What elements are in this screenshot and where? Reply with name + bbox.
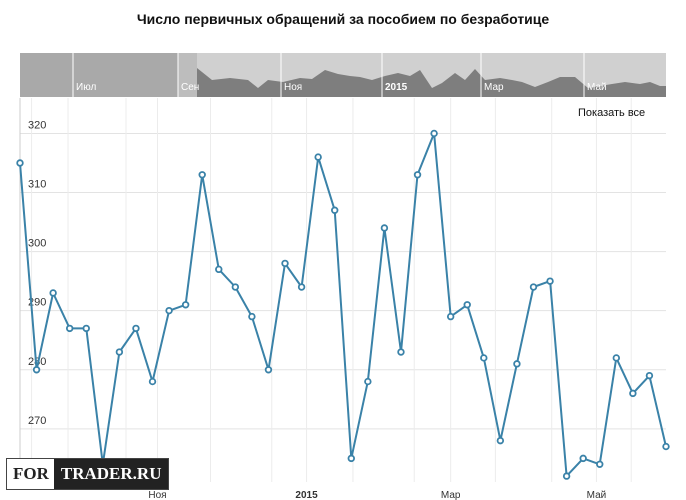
data-point[interactable] [612, 354, 621, 362]
navigator[interactable]: Июл Сен Ноя 2015 Мар Май [20, 53, 666, 97]
navigator-handle[interactable] [178, 53, 197, 97]
navigator-label: Сен [181, 82, 199, 93]
data-point[interactable] [82, 324, 90, 333]
data-point[interactable] [181, 301, 190, 309]
data-point[interactable] [347, 454, 355, 463]
data-point[interactable] [446, 312, 455, 321]
data-point[interactable] [480, 354, 488, 362]
data-point[interactable] [314, 153, 322, 161]
chart-title: Число первичных обращений за пособием по… [136, 11, 550, 27]
watermark-logo: FOR TRADER.RU [6, 458, 170, 490]
x-axis: Ноя 2015 Мар Май [148, 490, 606, 500]
watermark-right: TRADER.RU [53, 459, 169, 489]
data-point[interactable] [529, 283, 538, 291]
data-point[interactable] [49, 289, 57, 297]
navigator-label: 2015 [385, 82, 408, 93]
y-tick-label: 300 [28, 238, 46, 250]
y-tick-label: 290 [28, 297, 46, 309]
data-point[interactable] [215, 265, 223, 274]
data-point[interactable] [496, 436, 505, 445]
x-tick-label: 2015 [295, 490, 318, 500]
data-point[interactable] [331, 206, 339, 214]
x-tick-label: Май [587, 490, 607, 500]
series-line [16, 129, 670, 480]
data-point[interactable] [562, 472, 571, 480]
data-point[interactable] [513, 360, 521, 368]
data-point[interactable] [281, 259, 289, 268]
data-point[interactable] [546, 277, 554, 285]
y-axis: 270 280 290 300 310 320 [28, 119, 46, 426]
navigator-series-area [197, 68, 666, 97]
y-tick-label: 280 [28, 356, 46, 368]
x-tick-label: Ноя [148, 490, 166, 500]
data-point[interactable] [397, 348, 405, 356]
data-point[interactable] [596, 460, 604, 468]
y-tick-label: 270 [28, 415, 46, 427]
data-point[interactable] [148, 377, 157, 386]
data-point[interactable] [115, 348, 124, 356]
series-path [19, 132, 667, 478]
data-point[interactable] [629, 389, 637, 398]
data-point[interactable] [198, 171, 206, 179]
x-tick-label: Мар [441, 490, 461, 500]
y-tick-label: 310 [28, 179, 46, 191]
data-point[interactable] [297, 283, 306, 291]
show-all-button[interactable]: Показать все [578, 107, 645, 119]
data-point[interactable] [248, 312, 256, 321]
data-point[interactable] [430, 129, 438, 138]
data-point[interactable] [132, 324, 140, 333]
navigator-label: Июл [76, 82, 96, 93]
data-point[interactable] [165, 306, 173, 315]
data-point[interactable] [463, 301, 471, 309]
navigator-mask-left [20, 53, 197, 97]
data-point[interactable] [645, 371, 654, 380]
navigator-label: Май [587, 82, 607, 93]
data-point[interactable] [264, 366, 273, 374]
data-point[interactable] [32, 366, 41, 374]
data-point[interactable] [413, 171, 422, 179]
watermark-left: FOR [7, 459, 54, 489]
data-point[interactable] [16, 159, 24, 167]
data-point[interactable] [662, 442, 670, 451]
gridlines [19, 98, 666, 482]
navigator-label: Мар [484, 82, 504, 93]
y-tick-label: 320 [28, 119, 46, 131]
navigator-label: Ноя [284, 82, 302, 93]
data-point[interactable] [380, 224, 389, 232]
data-point[interactable] [579, 454, 587, 463]
data-point[interactable] [231, 283, 240, 291]
data-point[interactable] [65, 324, 74, 333]
data-point[interactable] [364, 377, 372, 386]
